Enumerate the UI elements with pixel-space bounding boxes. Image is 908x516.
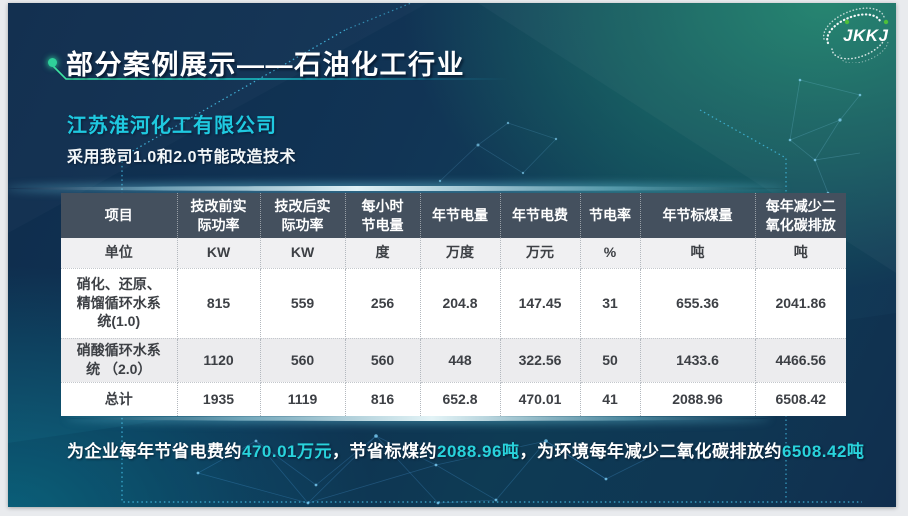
table-row-system-1: 硝化、还原、 精馏循环水系 统(1.0) 815 559 256 204.8 1…	[61, 268, 846, 339]
value-cell: 559	[260, 268, 346, 339]
value-cell: 41	[580, 382, 641, 416]
logo-text: JKKJ	[843, 26, 889, 45]
column-header: 年节电费	[500, 193, 581, 238]
title-bullet-dot	[48, 58, 57, 67]
summary-highlight-cost: 470.01万元	[242, 442, 332, 461]
value-cell: 1433.6	[640, 338, 756, 383]
unit-cell: 单位	[61, 238, 178, 269]
summary-text: ，为环境每年减少二氧化碳排放约	[519, 442, 782, 461]
value-cell: 2088.96	[640, 382, 756, 416]
value-cell: 322.56	[500, 338, 581, 383]
value-cell: 256	[345, 268, 421, 339]
value-cell: 816	[345, 382, 421, 416]
value-cell: 1119	[260, 382, 346, 416]
column-header: 每小时 节电量	[345, 193, 421, 238]
project-cell: 硝化、还原、 精馏循环水系 统(1.0)	[61, 268, 178, 339]
savings-summary: 为企业每年节省电费约470.01万元，节省标煤约2088.96吨，为环境每年减少…	[67, 437, 864, 462]
value-cell: 204.8	[420, 268, 501, 339]
table-row-system-2: 硝酸循环水系 统 （2.0） 1120 560 560 448 322.56 5…	[61, 338, 846, 383]
value-cell: 31	[580, 268, 641, 339]
column-header: 年节电量	[420, 193, 501, 238]
value-cell: 560	[260, 338, 346, 383]
company-name: 江苏淮河化工有限公司	[67, 115, 277, 137]
company-logo: JKKJ	[814, 5, 896, 64]
summary-highlight-coal: 2088.96吨	[437, 442, 520, 461]
unit-cell: 吨	[640, 238, 756, 269]
column-header: 年节标煤量	[640, 193, 756, 238]
value-cell: 1120	[177, 338, 261, 383]
unit-cell: 万度	[420, 238, 501, 269]
value-cell: 4466.56	[755, 338, 846, 383]
value-cell: 470.01	[500, 382, 581, 416]
unit-cell: 万元	[500, 238, 581, 269]
value-cell: 2041.86	[755, 268, 846, 339]
project-cell: 总计	[61, 382, 178, 416]
value-cell: 6508.42	[755, 382, 846, 416]
cyan-glow-band-top	[8, 186, 783, 191]
column-header: 技改前实 际功率	[177, 193, 261, 238]
summary-text: 为企业每年节省电费约	[67, 442, 242, 461]
column-header: 每年减少二 氧化碳排放	[755, 193, 846, 238]
table-header-row: 项目 技改前实 际功率 技改后实 际功率 每小时 节电量 年节电量 年节电费 节…	[61, 193, 846, 238]
value-cell: 448	[420, 338, 501, 383]
value-cell: 147.45	[500, 268, 581, 339]
summary-text: ，节省标煤约	[332, 442, 437, 461]
unit-cell: 度	[345, 238, 421, 269]
unit-cell: KW	[260, 238, 346, 269]
summary-highlight-co2: 6508.42吨	[781, 442, 865, 461]
column-header: 节电率	[580, 193, 641, 238]
unit-cell: KW	[177, 238, 261, 269]
slide-canvas: JKKJ 部分案例展示——石油化工行业 江苏淮河化工有限公司 采用我司1.0和2…	[8, 3, 896, 507]
logo-dots-swirl-icon: JKKJ	[822, 7, 889, 64]
column-header: 项目	[61, 193, 178, 238]
value-cell: 652.8	[420, 382, 501, 416]
cyan-glow-band-bottom	[68, 416, 768, 421]
unit-cell: 吨	[755, 238, 846, 269]
project-cell: 硝酸循环水系 统 （2.0）	[61, 338, 178, 383]
technology-subtitle: 采用我司1.0和2.0节能改造技术	[67, 149, 296, 166]
value-cell: 655.36	[640, 268, 756, 339]
value-cell: 560	[345, 338, 421, 383]
page-title: 部分案例展示——石油化工行业	[66, 50, 465, 80]
energy-savings-table: 项目 技改前实 际功率 技改后实 际功率 每小时 节电量 年节电量 年节电费 节…	[61, 193, 846, 416]
units-row: 单位 KW KW 度 万度 万元 % 吨 吨	[61, 238, 846, 269]
column-header: 技改后实 际功率	[260, 193, 346, 238]
value-cell: 815	[177, 268, 261, 339]
value-cell: 50	[580, 338, 641, 383]
table-row-total: 总计 1935 1119 816 652.8 470.01 41 2088.96…	[61, 382, 846, 416]
unit-cell: %	[580, 238, 641, 269]
value-cell: 1935	[177, 382, 261, 416]
